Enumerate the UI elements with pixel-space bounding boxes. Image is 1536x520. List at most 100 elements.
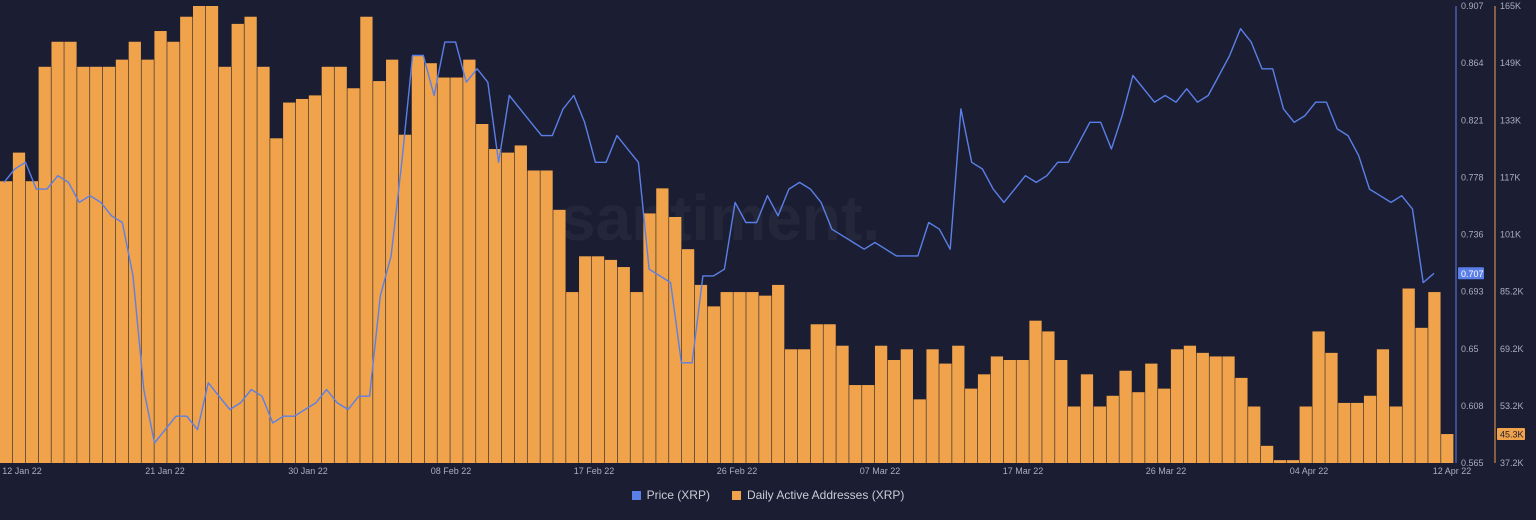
daa-bar — [321, 66, 334, 463]
x-axis-tick: 26 Mar 22 — [1146, 466, 1187, 476]
daa-bar — [579, 256, 592, 463]
daa-bar — [681, 249, 695, 463]
daa-bar — [784, 349, 798, 463]
daa-bar — [1222, 356, 1235, 463]
left-axis-tick: 0.608 — [1461, 401, 1484, 411]
x-axis-tick: 17 Feb 22 — [574, 466, 615, 476]
daa-bar — [874, 345, 888, 463]
daa-bar — [1132, 392, 1145, 463]
daa-bar — [1158, 388, 1171, 463]
right-axis-tick: 37.2K — [1500, 458, 1524, 468]
daa-bar — [1042, 331, 1055, 463]
daa-bar — [1441, 434, 1454, 463]
daa-bar — [1029, 320, 1042, 463]
daa-bar — [952, 345, 965, 463]
daa-bar — [244, 16, 257, 463]
daa-bar — [270, 138, 283, 463]
daa-bar — [141, 59, 154, 463]
daa-bar — [12, 152, 26, 464]
daa-bar — [360, 16, 373, 463]
x-axis-tick: 26 Feb 22 — [717, 466, 758, 476]
x-axis-tick: 12 Jan 22 — [2, 466, 42, 476]
x-axis-tick: 12 Apr 22 — [1433, 466, 1472, 476]
daa-bar — [1209, 356, 1222, 463]
daa-bar — [656, 188, 669, 463]
daa-bar — [1170, 349, 1184, 463]
daa-bar — [630, 292, 643, 463]
daa-bar — [1415, 327, 1428, 463]
daa-bar — [257, 66, 270, 463]
daa-bar — [424, 63, 437, 464]
daa-bar — [553, 209, 566, 463]
legend-item-price[interactable]: Price (XRP) — [631, 488, 710, 502]
daa-bar — [759, 295, 772, 463]
daa-bar — [772, 284, 785, 463]
daa-bar — [154, 31, 167, 464]
daa-bar — [77, 66, 90, 463]
x-axis-tick: 04 Apr 22 — [1290, 466, 1329, 476]
right-axis-tick: 133K — [1500, 115, 1521, 125]
daa-bar — [1106, 395, 1119, 463]
left-axis-tick: 0.736 — [1461, 230, 1484, 240]
daa-bar — [102, 66, 116, 463]
daa-bar — [1428, 292, 1441, 463]
x-axis-tick: 08 Feb 22 — [431, 466, 472, 476]
daa-bar — [1183, 345, 1197, 463]
daa-bar — [38, 66, 51, 463]
left-axis-tick: 0.907 — [1461, 1, 1484, 11]
chart-svg: santiment. 0.907 0.864 0.821 0.778 0.736 0.69… — [0, 1, 1525, 476]
daa-bar — [1338, 402, 1351, 463]
daa-bar — [25, 181, 38, 463]
left-axis-tick: 0.693 — [1461, 287, 1484, 297]
daa-bar — [746, 292, 759, 463]
daa-bar — [308, 95, 322, 464]
right-axis-tick: 69.2K — [1500, 344, 1524, 354]
daa-bar — [810, 324, 823, 463]
daa-bar — [1003, 360, 1016, 463]
daa-bar — [1055, 360, 1068, 463]
left-axis-tick: 0.65 — [1461, 344, 1479, 354]
daa-bar — [218, 66, 232, 463]
legend-daa-swatch — [731, 490, 741, 500]
daa-bar — [913, 399, 926, 463]
price-current-badge — [1458, 267, 1484, 280]
active-addresses-bars — [0, 6, 1454, 464]
daa-bar — [501, 152, 515, 464]
daa-bar — [450, 77, 463, 464]
legend-item-daa[interactable]: Daily Active Addresses (XRP) — [731, 488, 904, 502]
daa-bar — [514, 145, 527, 463]
daa-bar — [1376, 349, 1390, 463]
daa-bar — [900, 349, 913, 463]
daa-bar — [51, 41, 64, 463]
daa-bar — [707, 306, 720, 463]
x-axis-tick: 30 Jan 22 — [288, 466, 328, 476]
right-axis-tick: 53.2K — [1500, 401, 1524, 411]
daa-bar — [437, 77, 450, 464]
daa-bar — [862, 385, 875, 463]
daa-bar — [965, 388, 978, 463]
daa-bar — [990, 356, 1004, 463]
daa-bar — [205, 6, 219, 463]
price-current-label: 0.707 — [1461, 269, 1484, 279]
daa-bar — [1196, 352, 1209, 463]
right-axis-tick: 101K — [1500, 230, 1521, 240]
daa-bar — [849, 385, 862, 463]
daa-bar — [386, 59, 399, 463]
daa-bar — [1067, 406, 1081, 463]
daa-bar — [1093, 406, 1106, 463]
daa-bar — [1119, 370, 1132, 463]
daa-bar — [411, 56, 425, 464]
daa-bar — [1235, 377, 1248, 463]
daa-bar — [836, 345, 849, 463]
daa-bar — [180, 16, 193, 463]
right-axis-tick: 165K — [1500, 1, 1521, 11]
daa-bar — [797, 349, 811, 463]
legend-price-swatch — [631, 490, 641, 500]
daa-bar — [128, 41, 141, 463]
price-line-group — [3, 28, 1435, 444]
x-axis-tick: 17 Mar 22 — [1003, 466, 1044, 476]
x-axis-tick: 21 Jan 22 — [145, 466, 185, 476]
daa-bar — [295, 98, 309, 463]
daa-bar — [463, 59, 476, 463]
